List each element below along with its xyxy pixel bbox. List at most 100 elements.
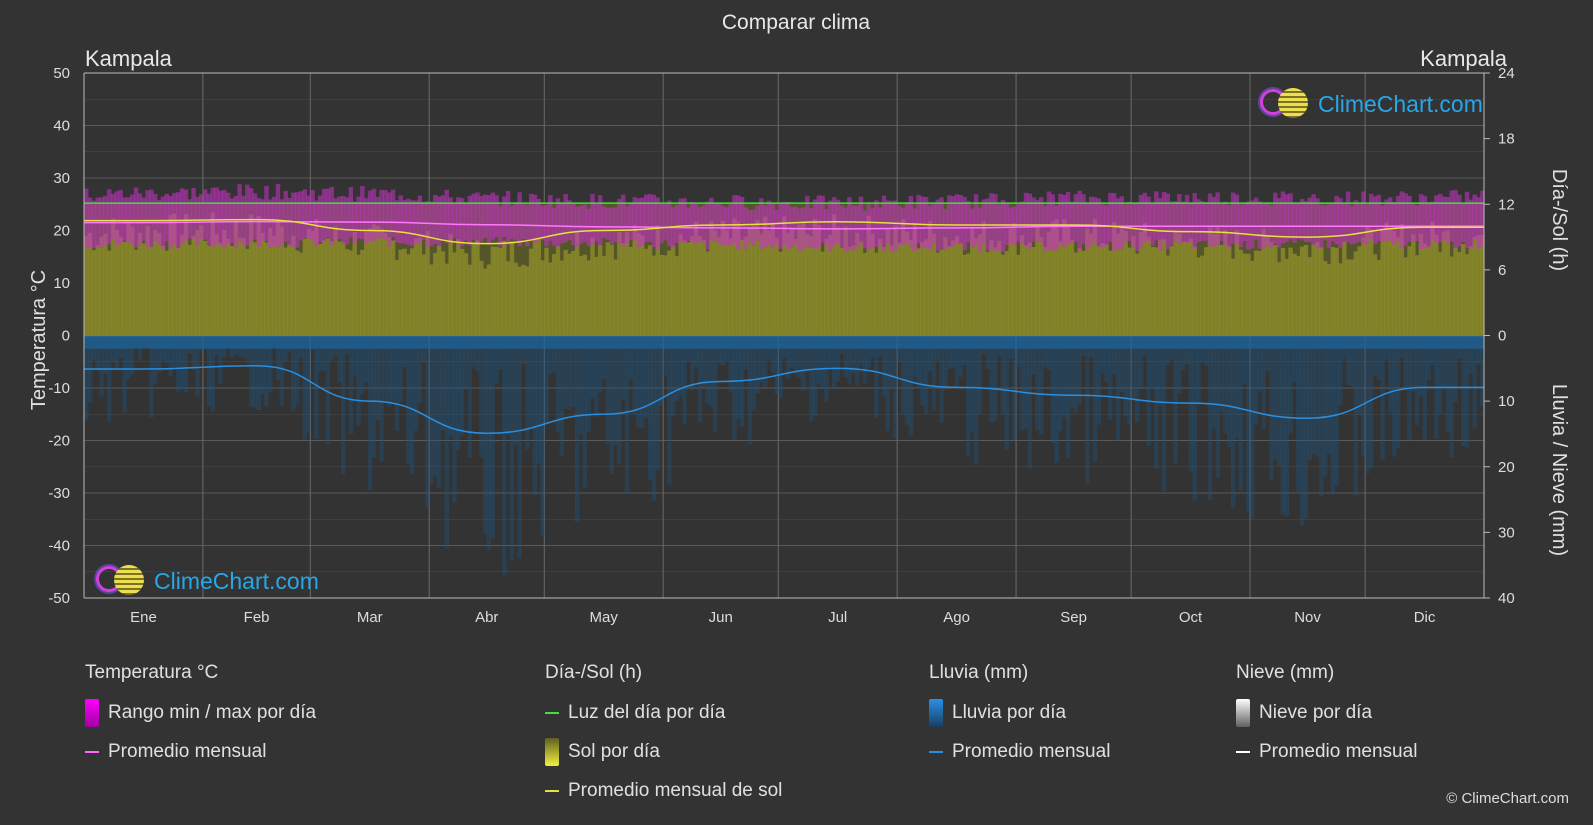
rain-bar xyxy=(628,335,634,380)
sun-bar xyxy=(1422,243,1428,336)
temp-range-bar xyxy=(521,203,526,240)
rain-bar xyxy=(1111,335,1117,374)
temp-range-bar xyxy=(632,197,637,241)
y-left-tick-label: -50 xyxy=(48,590,70,607)
sun-bar xyxy=(1165,255,1171,336)
rain-bar xyxy=(828,335,833,368)
temp-range-bar xyxy=(950,196,956,247)
sun-bar xyxy=(525,266,530,336)
sun-bar xyxy=(429,264,434,336)
sun-bar xyxy=(367,228,373,336)
rain-bar xyxy=(916,335,921,389)
temp-range-bar xyxy=(1464,191,1470,249)
y-right-bottom-tick-label: 20 xyxy=(1498,459,1515,476)
sun-bar xyxy=(517,266,522,336)
temp-range-bar xyxy=(1088,196,1094,246)
temp-range-bar xyxy=(904,202,910,243)
sun-bar xyxy=(732,218,737,336)
sun-bar xyxy=(1276,262,1282,336)
rain-bar xyxy=(390,335,396,402)
temp-range-bar xyxy=(613,207,618,243)
sun-bar xyxy=(1023,245,1029,336)
temp-range-bar xyxy=(774,209,779,244)
temp-range-bar xyxy=(1437,193,1443,243)
sun-bar xyxy=(705,251,710,336)
sun-bar xyxy=(870,233,875,336)
temp-range-bar xyxy=(866,202,871,250)
sun-bar xyxy=(145,225,150,336)
sun-bar xyxy=(268,227,273,336)
temp-range-bar xyxy=(1004,202,1009,245)
rain-bar xyxy=(973,335,979,465)
sun-bar xyxy=(1000,254,1006,336)
sun-bar xyxy=(1058,241,1063,336)
rain-bar xyxy=(854,335,860,385)
x-tick-label: Ago xyxy=(943,609,970,626)
sun-bar xyxy=(808,236,814,336)
rain-bar xyxy=(947,335,952,370)
rain-bar xyxy=(582,335,588,488)
sun-bar xyxy=(686,242,691,336)
sun-bar xyxy=(1019,235,1025,336)
rain-bar xyxy=(1472,335,1477,429)
legend-label: Promedio mensual xyxy=(1259,741,1418,762)
temp-range-bar xyxy=(505,191,511,245)
rain-bar xyxy=(456,335,461,450)
rain-bar xyxy=(1134,335,1140,422)
sun-bar xyxy=(375,225,380,336)
temp-range-bar xyxy=(1441,196,1447,240)
temp-range-bar xyxy=(1365,204,1370,245)
temp-range-bar xyxy=(563,194,568,243)
sun-bar xyxy=(406,254,411,336)
temp-range-bar xyxy=(191,187,196,239)
logo-bottom[interactable]: ClimeChart.com xyxy=(96,565,319,597)
sun-bar xyxy=(667,250,672,336)
rain-bar xyxy=(801,335,806,391)
temp-range-bar xyxy=(973,194,979,246)
temp-range-bar xyxy=(528,193,534,240)
temp-range-bar xyxy=(716,203,722,244)
logo-top[interactable]: ClimeChart.com xyxy=(1260,88,1483,120)
sun-bar xyxy=(1269,242,1274,336)
sun-bar xyxy=(985,251,990,336)
rain-bar xyxy=(1019,335,1025,431)
sun-bar xyxy=(337,241,342,336)
rain-bar xyxy=(1315,335,1320,457)
rain-bar xyxy=(701,335,706,388)
temp-range-bar xyxy=(406,198,411,245)
sun-bar xyxy=(747,228,752,336)
rain-bar xyxy=(256,335,262,411)
rain-bar xyxy=(294,335,300,405)
y-right-top-tick-label: 18 xyxy=(1498,131,1515,148)
temp-range-bar xyxy=(356,196,361,239)
sun-bar xyxy=(1395,237,1401,336)
sun-bar xyxy=(260,232,265,336)
temp-range-bar xyxy=(655,197,660,249)
sun-bar xyxy=(1288,247,1293,336)
temp-range-bar xyxy=(444,189,449,244)
rain-bar xyxy=(613,335,618,446)
sun-bar xyxy=(993,247,998,336)
temp-range-bar xyxy=(620,194,626,247)
temp-range-bar xyxy=(1146,196,1151,241)
rain-bar xyxy=(759,335,764,383)
rain-bar xyxy=(1334,335,1339,486)
sun-bar xyxy=(916,248,921,336)
temp-range-bar xyxy=(1315,198,1320,249)
temp-range-bar xyxy=(387,192,392,247)
legend-item: Promedio mensual de sol xyxy=(545,780,782,802)
temp-range-bar xyxy=(502,196,507,238)
sun-bar xyxy=(137,232,143,336)
sun-bar xyxy=(586,260,591,336)
temp-range-bar xyxy=(709,197,714,241)
temp-range-bar xyxy=(229,198,235,243)
temp-range-bar xyxy=(1391,202,1397,245)
temp-range-bar xyxy=(839,205,845,248)
sun-bar xyxy=(628,246,634,336)
rain-bar xyxy=(1453,335,1458,403)
sun-bar xyxy=(636,232,641,336)
rain-bar xyxy=(471,335,476,368)
temp-range-bar xyxy=(785,202,791,250)
snow-swatch xyxy=(1236,699,1250,727)
sun-bar xyxy=(225,238,231,336)
